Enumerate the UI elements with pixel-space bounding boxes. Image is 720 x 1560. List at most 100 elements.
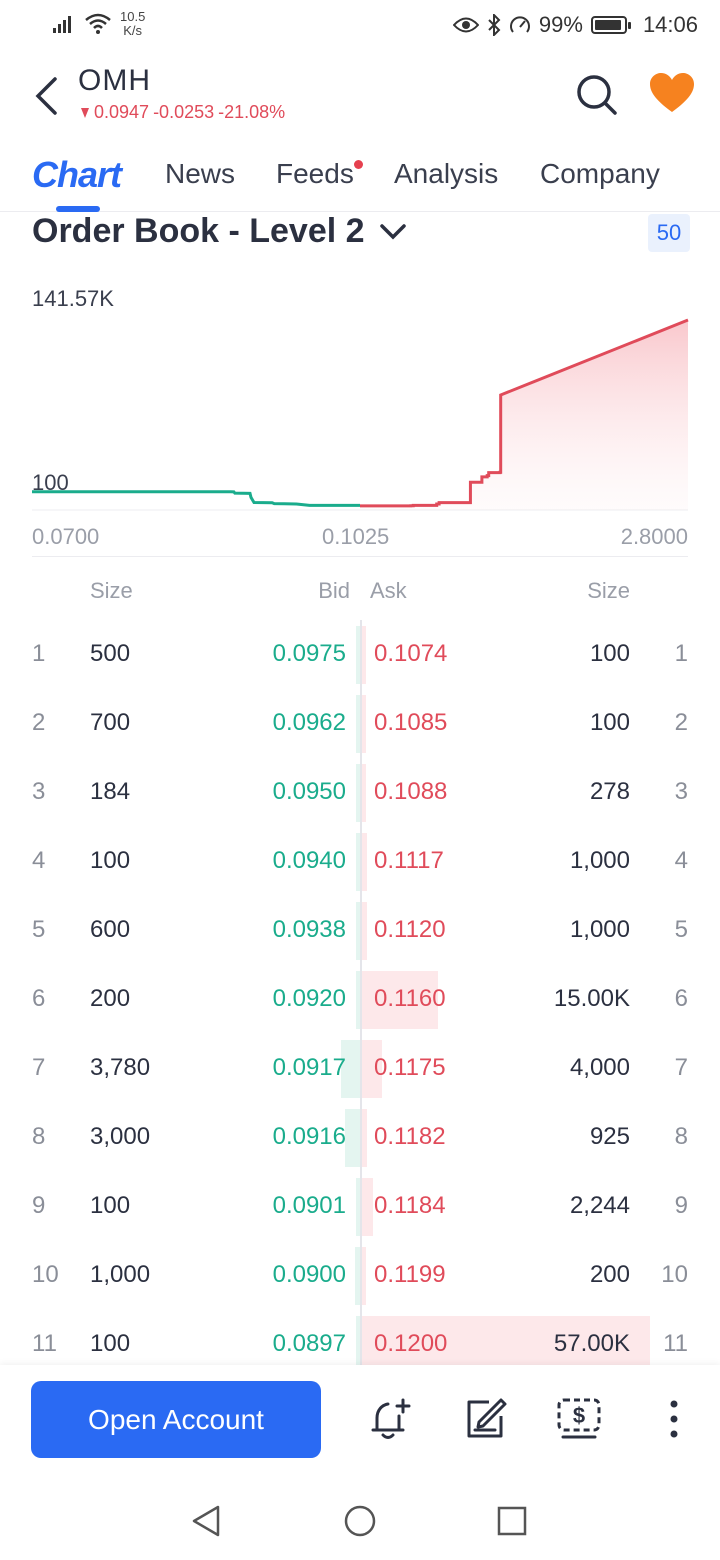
table-row: 11 100 0.0897 0.1200 57.00K 11 <box>0 1310 720 1365</box>
bell-plus-icon <box>371 1398 411 1439</box>
bid-size-bar <box>356 1316 360 1365</box>
row-rank-right: 10 <box>661 1261 688 1288</box>
bid-size-bar <box>340 1040 360 1098</box>
wifi-icon <box>85 13 111 34</box>
header-bid: Bid <box>318 578 350 603</box>
nav-back-button[interactable] <box>188 1503 224 1539</box>
ask-price: 0.1184 <box>374 1192 446 1219</box>
open-account-button[interactable]: Open Account <box>31 1381 321 1458</box>
battery-icon <box>590 16 631 34</box>
order-book-selector[interactable]: Order Book - Level 2 <box>32 212 407 251</box>
tab-chart-label: Chart <box>32 154 122 195</box>
ask-size-bar <box>362 971 438 1029</box>
table-row: 7 3,780 0.0917 0.1175 4,000 7 <box>0 1034 720 1103</box>
bid-size: 100 <box>90 847 131 874</box>
signal-icon <box>53 16 71 33</box>
ask-size: 4,000 <box>569 1054 630 1081</box>
speedometer-icon <box>509 16 530 33</box>
ask-size: 200 <box>589 1261 630 1288</box>
table-row: 9 100 0.0901 0.1184 2,244 9 <box>0 1172 720 1241</box>
row-rank-right: 8 <box>674 1123 688 1150</box>
nav-recents-button[interactable] <box>494 1503 530 1539</box>
bid-size-bar <box>356 626 360 684</box>
bid-size-bar <box>356 695 360 753</box>
row-rank-right: 5 <box>674 916 688 943</box>
row-rank-right: 11 <box>663 1330 688 1357</box>
row-rank-left: 5 <box>32 916 46 943</box>
ask-size-bar <box>362 1247 366 1305</box>
bid-size: 100 <box>90 1192 131 1219</box>
bid-price: 0.0950 <box>272 778 346 805</box>
favorite-button[interactable] <box>648 72 696 118</box>
tab-company[interactable]: Company <box>540 158 660 189</box>
table-row: 2 700 0.0962 0.1085 100 2 <box>0 689 720 758</box>
table-row: 4 100 0.0940 0.1117 1,000 4 <box>0 827 720 896</box>
row-rank-left: 3 <box>32 778 46 805</box>
bid-size-bar <box>356 971 360 1029</box>
bid-size: 700 <box>90 709 131 736</box>
ask-size: 925 <box>589 1123 630 1150</box>
chart-divider <box>32 556 688 557</box>
tab-chart[interactable]: Chart <box>32 154 122 196</box>
ask-size-bar <box>362 1109 367 1167</box>
bid-size: 600 <box>90 916 131 943</box>
ask-price: 0.1085 <box>374 709 448 736</box>
row-rank-right: 9 <box>674 1192 688 1219</box>
bluetooth-icon <box>488 14 501 36</box>
row-rank-right: 6 <box>674 985 688 1012</box>
price-quote: 0.0947 -0.0253 -21.08% <box>80 102 285 123</box>
back-button[interactable] <box>24 70 68 122</box>
eye-icon <box>452 17 479 33</box>
last-price: 0.0947 <box>94 102 150 122</box>
row-rank-left: 11 <box>32 1330 57 1357</box>
ask-size-bar <box>362 902 368 960</box>
row-rank-left: 9 <box>32 1192 46 1219</box>
bid-price: 0.0900 <box>272 1261 346 1288</box>
bid-price: 0.0901 <box>272 1192 346 1219</box>
ask-price: 0.1088 <box>374 778 448 805</box>
nav-home-button[interactable] <box>342 1503 378 1539</box>
more-button[interactable] <box>650 1395 698 1443</box>
ask-price: 0.1160 <box>374 985 446 1012</box>
feeds-badge <box>354 160 363 169</box>
trade-button[interactable]: $ <box>555 1395 603 1443</box>
row-rank-right: 3 <box>674 778 688 805</box>
order-book-rows: 1 500 0.0975 0.1074 100 1 2 700 0.0962 0.1085 100 2… <box>0 620 720 1365</box>
ask-depth-area <box>360 320 688 510</box>
search-button[interactable] <box>574 72 620 118</box>
row-rank-left: 4 <box>32 847 46 874</box>
bid-size: 1,000 <box>90 1261 151 1288</box>
edit-note-button[interactable] <box>462 1395 510 1443</box>
system-nav-bar <box>0 1475 720 1560</box>
bid-size: 3,780 <box>90 1054 151 1081</box>
ask-size-bar <box>362 1040 383 1098</box>
clock: 14:06 <box>642 12 698 37</box>
bid-price: 0.0920 <box>272 985 346 1012</box>
tab-feeds[interactable]: Feeds <box>276 158 354 189</box>
network-speed-unit: K/s <box>123 23 143 38</box>
chevron-down-icon <box>379 223 406 239</box>
row-rank-left: 1 <box>32 640 46 667</box>
bid-size-bar <box>344 1109 360 1167</box>
table-row: 8 3,000 0.0916 0.1182 925 8 <box>0 1103 720 1172</box>
tab-analysis[interactable]: Analysis <box>394 158 499 189</box>
triangle-back-icon <box>192 1505 220 1537</box>
table-row: 1 500 0.0975 0.1074 100 1 <box>0 620 720 689</box>
ask-size: 2,244 <box>569 1192 630 1219</box>
bid-price: 0.0897 <box>272 1330 346 1357</box>
table-row: 3 184 0.0950 0.1088 278 3 <box>0 758 720 827</box>
header-ask: Ask <box>370 578 407 603</box>
bid-size: 3,000 <box>90 1123 151 1150</box>
order-book-title: Order Book - Level 2 <box>32 212 365 250</box>
battery-percent: 99% <box>538 12 583 37</box>
circle-home-icon <box>344 1505 376 1537</box>
svg-text:$: $ <box>573 1403 585 1428</box>
tab-bar: Chart News Feeds Analysis Company <box>0 148 720 212</box>
add-alert-button[interactable] <box>366 1395 414 1443</box>
tab-news[interactable]: News <box>165 158 236 189</box>
order-book-header: Size Bid Ask Size <box>0 574 720 608</box>
down-arrow-icon <box>81 107 89 118</box>
ticker-symbol: OMH <box>78 64 151 97</box>
chevron-left-icon <box>35 77 57 115</box>
depth-level-button[interactable]: 50 <box>648 214 690 252</box>
